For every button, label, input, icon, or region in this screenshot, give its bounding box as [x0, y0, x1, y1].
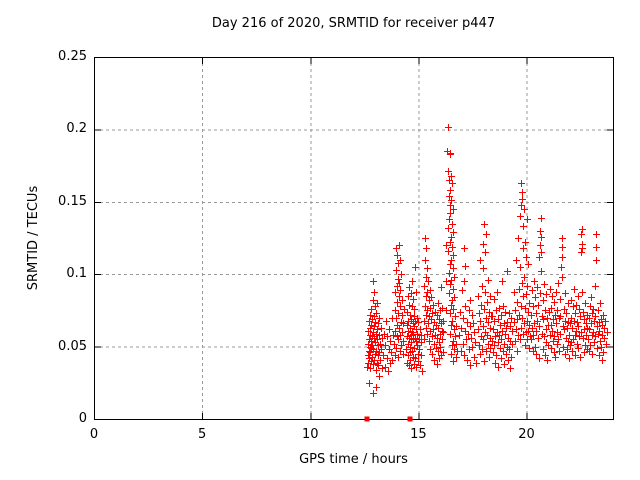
- y-tick-label: 0.05: [58, 338, 87, 354]
- y-tick-label: 0.1: [66, 266, 87, 282]
- y-tick-label: 0.15: [58, 193, 87, 209]
- y-tick-label: 0: [78, 411, 87, 426]
- chart-title: Day 216 of 2020, SRMTID for receiver p44…: [211, 16, 496, 31]
- x-tick-label: 20: [518, 427, 535, 442]
- y-tick-label: 0.25: [58, 49, 87, 64]
- x-tick-label: 5: [197, 427, 207, 442]
- x-tick-label: 15: [410, 427, 427, 442]
- zero-marker: [364, 416, 370, 422]
- scatter-points: [364, 124, 611, 397]
- plot-frame: [94, 57, 614, 420]
- y-tick-label: 0.2: [66, 121, 87, 137]
- tick-marks: [94, 57, 613, 420]
- x-tick-label: 10: [301, 427, 319, 442]
- x-tick-label: 0: [89, 427, 99, 442]
- x-axis-title: GPS time / hours: [299, 452, 408, 467]
- zero-marker: [407, 416, 413, 422]
- grid-lines: [94, 57, 613, 419]
